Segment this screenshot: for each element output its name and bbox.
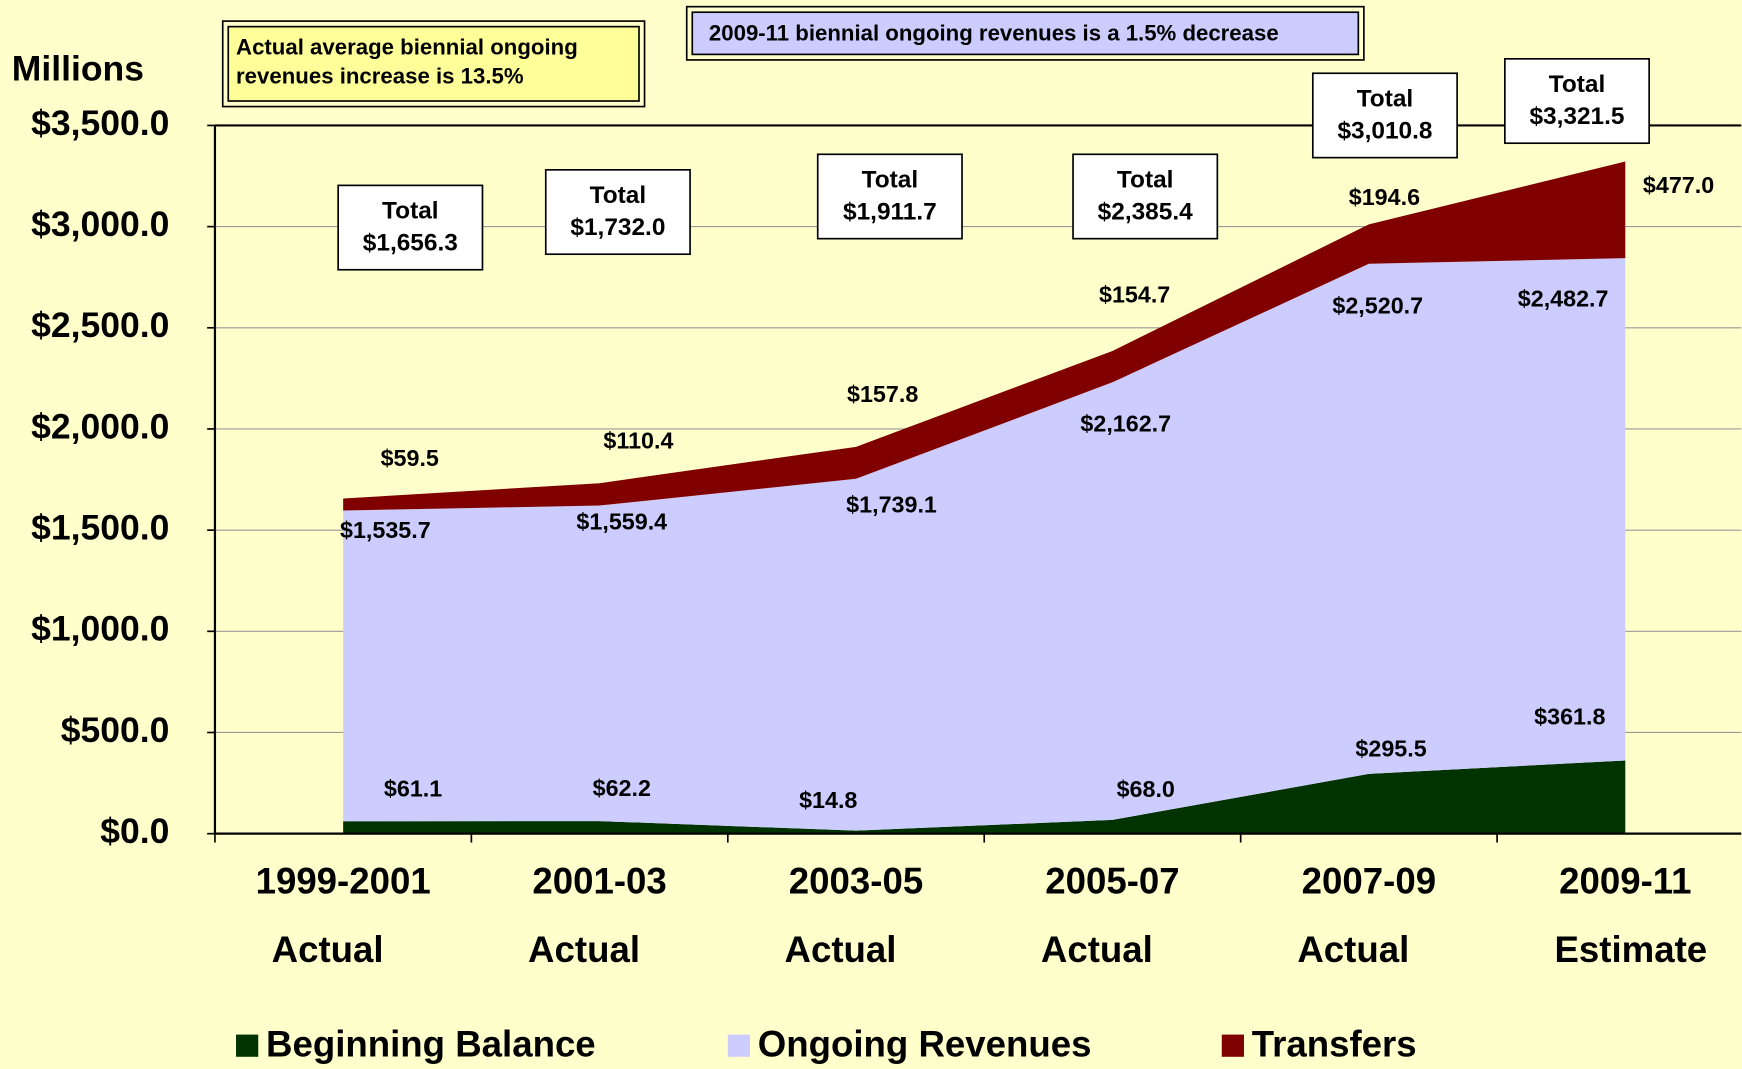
total-label: $1,911.7 [843,199,937,226]
total-word: Total [862,166,919,193]
total-label: $1,656.3 [363,230,458,257]
data-label: $154.7 [1099,282,1170,308]
data-label: $2,482.7 [1518,285,1609,311]
data-label: $14.8 [799,787,857,813]
area [343,760,1626,834]
total-box [1504,58,1650,145]
y-tick-label: $3,500.0 [31,103,169,143]
data-label: $1,559.4 [576,508,667,534]
annotation-text: Actual average biennial ongoing revenues… [236,35,578,89]
data-label: $68.0 [1117,776,1175,802]
total-box [1072,153,1219,240]
legend-swatch [1221,1034,1244,1057]
data-label: $2,520.7 [1332,292,1423,318]
data-label: $295.5 [1355,736,1426,762]
total-box [1311,72,1458,159]
legend-label: Ongoing Revenues [758,1023,1092,1064]
total-box [544,169,691,256]
x-tick-sublabel: Estimate [1555,929,1708,970]
y-axis-label: Millions [12,48,144,88]
total-word: Total [590,182,647,209]
data-label: $59.5 [381,445,439,471]
x-tick-sublabel: Actual [272,929,384,970]
annotation: 2009-11 biennial ongoing revenues is a 1… [709,20,1279,45]
data-label: $477.0 [1643,172,1714,198]
x-tick-label: 2009-11 [1559,860,1691,901]
x-tick-label: 2007-09 [1302,860,1436,901]
area [343,258,1626,831]
legend-swatch [727,1034,751,1057]
data-label: $2,162.7 [1080,411,1171,437]
legend-swatch [236,1034,259,1057]
y-tick-label: $2,500.0 [31,305,169,345]
annotation-box [221,20,646,108]
total-label: $3,010.8 [1337,118,1432,145]
annotation-box [685,5,1365,61]
x-tick-sublabel: Actual [785,929,897,970]
legend-label: Transfers [1252,1023,1417,1064]
x-tick-sublabel: Actual [1297,929,1409,970]
total-word: Total [382,197,439,224]
data-label: $194.6 [1349,184,1420,210]
data-label: $61.1 [384,775,442,801]
y-tick-label: $2,000.0 [31,406,169,446]
y-tick-label: $1,000.0 [31,609,169,649]
annotation-box [691,11,1360,56]
x-tick-label: 1999-2001 [256,860,431,901]
y-tick-label: $0.0 [100,811,169,851]
total-word: Total [1549,71,1606,98]
total-label: $1,732.0 [570,214,665,241]
annotation: Actual average biennial ongoing revenues… [236,35,578,89]
x-tick-label: 2003-05 [789,860,923,901]
total-label: $2,385.4 [1098,199,1193,226]
data-label: $1,535.7 [340,517,431,543]
legend-label: Beginning Balance [266,1023,596,1064]
data-label: $1,739.1 [846,492,937,518]
x-tick-label: 2001-03 [532,860,666,901]
total-box [816,153,963,240]
total-box [337,184,484,271]
data-label: $361.8 [1534,703,1605,729]
data-label: $157.8 [847,381,918,407]
x-tick-sublabel: Actual [528,929,640,970]
area [343,161,1626,511]
y-tick-label: $1,500.0 [31,508,169,548]
x-tick-label: 2005-07 [1045,860,1179,901]
y-tick-label: $500.0 [61,710,170,750]
total-word: Total [1117,166,1173,193]
annotation-box [227,25,640,102]
x-tick-sublabel: Actual [1041,929,1153,970]
data-label: $62.2 [593,775,651,801]
y-tick-label: $3,000.0 [31,204,169,244]
total-label: $3,321.5 [1529,103,1624,130]
data-label: $110.4 [603,427,673,453]
total-word: Total [1357,85,1414,112]
